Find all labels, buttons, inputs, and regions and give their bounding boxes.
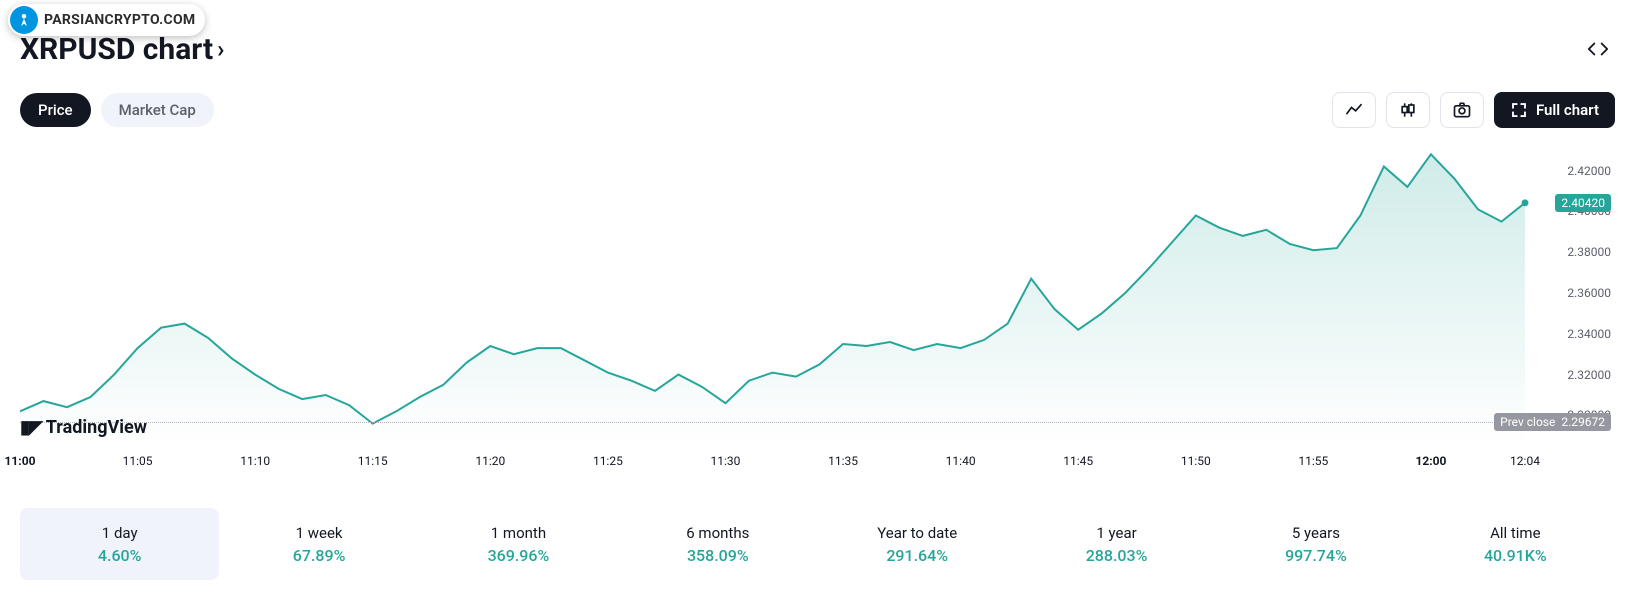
camera-icon [1452,100,1472,120]
x-axis-labels: 11:0011:0511:1011:1511:2011:2511:3011:35… [20,454,1525,472]
perf-value: 369.96% [488,546,550,565]
x-tick-label: 11:00 [5,454,36,468]
prev-close-label: Prev close [1500,415,1555,429]
perf-value: 997.74% [1285,546,1347,565]
perf-cell-0[interactable]: 1 day 4.60% [20,508,219,580]
x-tick-label: 11:45 [1063,454,1093,468]
x-tick-label: 12:00 [1415,454,1446,468]
prev-close-baseline [20,422,1525,423]
header-row: XRPUSD chart › [20,32,1615,66]
snapshot-button[interactable] [1440,92,1484,128]
expand-icon [1510,101,1528,119]
embed-code-button[interactable] [1581,32,1615,66]
tab-price-label: Price [38,101,73,119]
watermark-text: PARSIANCRYPTO.COM [44,12,195,28]
perf-label: Year to date [877,524,957,542]
perf-cell-6[interactable]: 5 years 997.74% [1216,508,1415,580]
prev-close-tag: Prev close 2.29672 [1494,413,1611,431]
perf-value: 67.89% [293,546,346,565]
full-chart-button[interactable]: Full chart [1494,92,1615,128]
x-tick-label: 11:10 [240,454,270,468]
x-tick-label: 11:50 [1181,454,1211,468]
code-icon [1587,38,1609,60]
perf-cell-3[interactable]: 6 months 358.09% [618,508,817,580]
indicators-button[interactable] [1386,92,1430,128]
x-tick-label: 11:25 [593,454,623,468]
perf-value: 4.60% [98,546,142,565]
chart-title-text: XRPUSD chart [20,32,213,67]
perf-label: 1 year [1096,524,1136,542]
x-tick-label: 11:20 [475,454,505,468]
current-price-tag: 2.40420 [1555,194,1611,212]
tab-price[interactable]: Price [20,93,91,127]
tradingview-attribution[interactable]: ▮◤ TradingView [20,417,147,438]
chart-style-button[interactable] [1332,92,1376,128]
watermark-logo-icon [10,6,38,34]
chart-mode-tabs: Price Market Cap [20,93,214,127]
perf-value: 358.09% [687,546,749,565]
full-chart-label: Full chart [1536,101,1599,119]
x-tick-label: 11:05 [123,454,153,468]
price-chart-svg [20,140,1615,478]
perf-label: 1 month [491,524,546,542]
perf-label: 5 years [1292,524,1340,542]
chart-tools: Full chart [1332,92,1615,128]
tabs-tools-row: Price Market Cap Full chart [20,92,1615,128]
tradingview-logo-icon: ▮◤ [20,417,42,438]
perf-value: 291.64% [886,546,948,565]
perf-cell-4[interactable]: Year to date 291.64% [818,508,1017,580]
perf-cell-1[interactable]: 1 week 67.89% [219,508,418,580]
x-tick-label: 11:55 [1298,454,1328,468]
perf-label: 1 day [102,524,138,542]
tradingview-label: TradingView [46,417,147,438]
x-tick-label: 11:35 [828,454,858,468]
perf-cell-2[interactable]: 1 month 369.96% [419,508,618,580]
perf-label: 1 week [296,524,343,542]
performance-row: 1 day 4.60% 1 week 67.89% 1 month 369.96% 6 mo… [20,508,1615,580]
x-tick-label: 11:30 [711,454,741,468]
chart-title-link[interactable]: XRPUSD chart › [20,32,224,67]
chevron-right-icon: › [217,35,224,63]
candlestick-icon [1398,100,1418,120]
x-tick-label: 12:04 [1510,454,1540,468]
site-watermark-badge: PARSIANCRYPTO.COM [8,4,205,36]
chart-area[interactable]: 2.420002.400002.380002.360002.340002.320… [20,140,1615,478]
perf-label: All time [1490,524,1540,542]
tab-market-cap[interactable]: Market Cap [101,93,214,127]
perf-value: 40.91K% [1484,546,1547,565]
current-price-value: 2.40420 [1561,196,1605,210]
tab-market-cap-label: Market Cap [119,101,196,119]
x-tick-label: 11:40 [946,454,976,468]
area-chart-icon [1344,100,1364,120]
perf-label: 6 months [686,524,749,542]
perf-cell-7[interactable]: All time 40.91K% [1416,508,1615,580]
prev-close-value: 2.29672 [1561,415,1605,429]
x-tick-label: 11:15 [358,454,388,468]
perf-value: 288.03% [1086,546,1148,565]
perf-cell-5[interactable]: 1 year 288.03% [1017,508,1216,580]
